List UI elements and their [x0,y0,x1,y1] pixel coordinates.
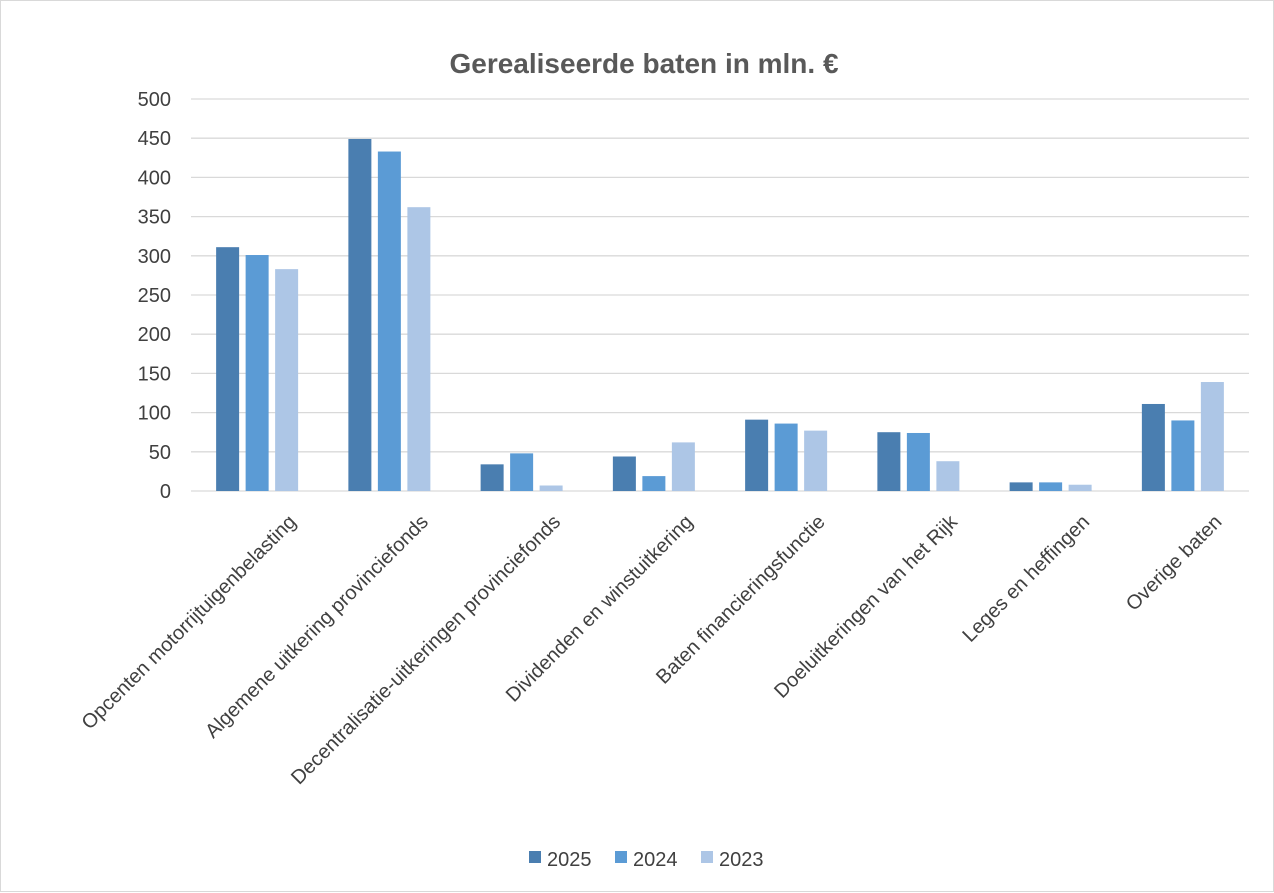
bar-2023-1 [275,269,299,491]
bar-2023-8 [1200,382,1224,491]
bar-2023-6 [936,461,960,491]
y-tick-label: 400 [138,167,171,189]
bar-2024-2 [377,151,401,491]
bar-2024-3 [510,453,534,491]
legend-swatch-2025 [529,851,541,863]
x-axis-ticks: Opcenten motorrijtuigenbelastingAlgemene… [78,510,1227,789]
y-tick-label: 150 [138,363,171,385]
legend: 2025 2024 2023 [529,849,764,871]
bar-2024-8 [1171,420,1195,491]
y-tick-label: 450 [138,128,171,150]
bar-2023-2 [407,207,431,491]
bar-2023-7 [1068,484,1092,491]
y-tick-label: 500 [138,89,171,111]
y-tick-label: 200 [138,324,171,346]
y-tick-label: 300 [138,246,171,268]
legend-label: 2024 [633,849,678,871]
y-tick-label: 50 [149,442,171,464]
y-tick-label: 250 [138,285,171,307]
bar-2024-7 [1039,482,1063,491]
bar-2025-1 [216,247,240,491]
bar-2025-3 [480,464,504,491]
bar-2024-5 [774,423,798,491]
bar-2023-3 [539,485,563,491]
x-tick-label: Opcenten motorrijtuigenbelasting [78,511,301,734]
legend-swatch-2024 [615,851,627,863]
bars [216,138,1224,491]
y-tick-label: 0 [160,481,171,503]
x-tick-label: Algemene uitkering provinciefonds [201,511,433,743]
bar-2025-8 [1141,403,1165,491]
bar-2023-5 [804,430,828,491]
bar-2025-6 [877,432,901,491]
legend-label: 2025 [547,849,592,871]
bar-2025-5 [745,419,769,491]
bar-2025-7 [1009,482,1033,491]
legend-label: 2023 [719,849,764,871]
y-tick-label: 350 [138,207,171,229]
y-axis-ticks: 0 50 100 150 200 250 300 350 400 450 500 [138,89,171,503]
legend-swatch-2023 [701,851,713,863]
x-tick-label: Leges en heffingen [959,511,1095,647]
bar-2025-2 [348,138,372,491]
bar-2024-6 [906,432,930,491]
x-tick-label: Decentralisatie-uitkeringen provinciefon… [287,511,565,789]
x-tick-label: Overige baten [1122,511,1226,615]
bar-2024-1 [245,255,269,491]
chart-title: Gerealiseerde baten in mln. € [449,48,838,79]
y-tick-label: 100 [138,403,171,425]
bar-2024-4 [642,476,666,491]
bar-2025-4 [612,456,636,491]
bar-2023-4 [671,442,695,491]
